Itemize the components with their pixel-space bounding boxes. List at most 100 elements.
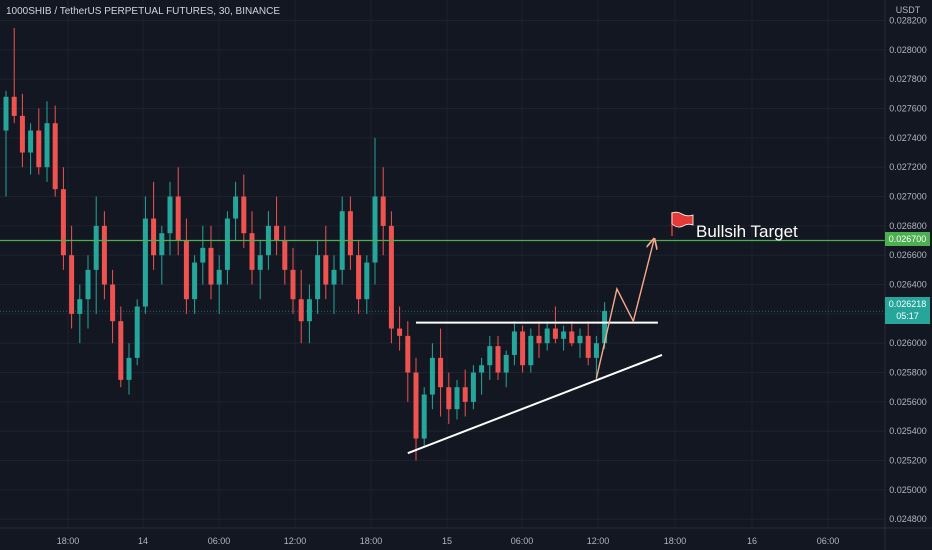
candle-body — [347, 211, 353, 256]
candle-body — [118, 321, 124, 380]
price-tick-label: 0.027600 — [889, 104, 927, 114]
candle-body — [511, 331, 517, 355]
time-tick-label: 12:00 — [284, 536, 307, 546]
candle-body — [388, 225, 394, 329]
drawings — [0, 211, 885, 455]
candle-body — [536, 335, 542, 344]
candle-body — [487, 346, 493, 366]
price-tick-label: 0.025200 — [889, 456, 927, 466]
candle-body — [19, 115, 25, 153]
candle-body — [3, 96, 9, 131]
candle-body — [257, 255, 263, 270]
time-tick-label: 06:00 — [817, 536, 840, 546]
candle-body — [101, 225, 107, 285]
time-tick-label: 18:00 — [664, 536, 687, 546]
time-tick-label: 12:00 — [587, 536, 610, 546]
grid-lines — [0, 0, 885, 528]
candle-body — [306, 299, 312, 322]
time-tick-label: 06:00 — [208, 536, 231, 546]
candle-body — [28, 130, 34, 153]
chart-title: 1000SHIB / TetherUS PERPETUAL FUTURES, 3… — [6, 6, 280, 17]
time-tick-label: 18:00 — [57, 536, 80, 546]
price-tick-label: 0.026800 — [889, 221, 927, 231]
candle-body — [274, 225, 280, 241]
candle-body — [421, 394, 427, 439]
currency-label: USDT — [896, 5, 921, 15]
candle-body — [192, 262, 198, 300]
candle-body — [585, 335, 591, 358]
candles — [3, 27, 608, 461]
candle-body — [93, 225, 99, 270]
candle-body — [569, 331, 575, 344]
candle-body — [159, 233, 165, 256]
candle-body — [175, 196, 181, 241]
candle-body — [479, 365, 485, 373]
candle-body — [60, 189, 66, 256]
price-tick-label: 0.025600 — [889, 397, 927, 407]
last-price-tag: 0.026218 05:17 — [885, 297, 930, 324]
time-tick-label: 16 — [747, 536, 757, 546]
candle-body — [577, 335, 583, 344]
time-tick-label: 06:00 — [511, 536, 534, 546]
candle-body — [298, 299, 304, 322]
candle-body — [126, 357, 132, 380]
candle-body — [290, 269, 296, 300]
candle-body — [151, 218, 157, 256]
candle-body — [446, 387, 452, 410]
time-tick-label: 14 — [138, 536, 148, 546]
candle-body — [208, 247, 214, 285]
candle-body — [520, 331, 526, 366]
time-tick-label: 15 — [442, 536, 452, 546]
candle-body — [470, 372, 476, 402]
candle-body — [323, 255, 329, 285]
candle-body — [413, 372, 419, 439]
last-price-value: 0.026218 — [888, 299, 927, 309]
candle-body — [331, 269, 337, 285]
candle-body — [552, 328, 558, 339]
candle-body — [52, 123, 58, 190]
candle-body — [397, 328, 403, 336]
candle-body — [11, 96, 17, 116]
candle-body — [528, 335, 534, 366]
candle-body — [372, 196, 378, 263]
candle-body — [44, 123, 50, 168]
flag-cloth — [671, 211, 694, 228]
candle-body — [438, 357, 444, 388]
candle-body — [77, 299, 83, 314]
candle-body — [167, 196, 173, 234]
candle-body — [561, 331, 567, 339]
projection-path — [595, 241, 653, 379]
candle-body — [544, 328, 550, 344]
candle-body — [241, 196, 247, 234]
candle-body — [315, 255, 321, 300]
candle-body — [216, 269, 222, 285]
candle-body — [183, 240, 189, 300]
price-tick-label: 0.028000 — [889, 45, 927, 55]
candle-body — [282, 240, 288, 270]
candle-body — [495, 346, 501, 373]
bullish-target-label: Bullsih Target — [696, 222, 798, 241]
price-tick-label: 0.025800 — [889, 368, 927, 378]
price-tick-label: 0.027800 — [889, 74, 927, 84]
candle-body — [429, 357, 435, 395]
candle-body — [36, 130, 42, 168]
candle-body — [200, 247, 206, 263]
candle-body — [110, 284, 116, 322]
price-tick-label: 0.027200 — [889, 162, 927, 172]
candle-body — [503, 354, 509, 373]
candle-body — [380, 196, 386, 226]
countdown-timer: 05:17 — [896, 311, 919, 321]
price-tick-label: 0.025400 — [889, 426, 927, 436]
candle-body — [602, 310, 608, 344]
price-tick-label: 0.024800 — [889, 514, 927, 524]
candle-body — [454, 387, 460, 410]
candle-body — [462, 387, 468, 402]
price-tick-label: 0.026600 — [889, 250, 927, 260]
price-axis-bg — [885, 0, 932, 550]
candle-body — [134, 306, 140, 358]
price-tick-label: 0.025000 — [889, 485, 927, 495]
candle-body — [364, 262, 370, 300]
time-axis: 18:00 14 06:00 12:00 18:00 15 06:00 12:00 18:00 1… — [57, 536, 840, 546]
